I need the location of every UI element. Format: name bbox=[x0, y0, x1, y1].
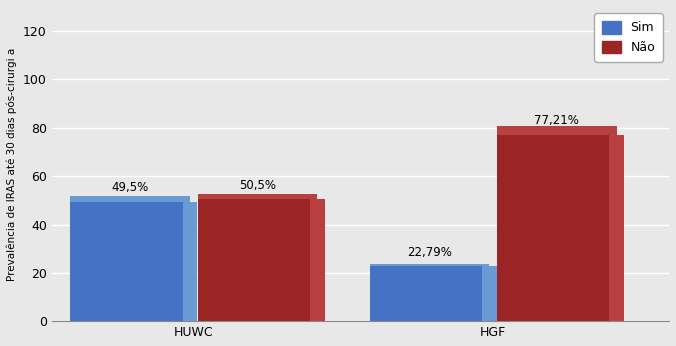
Bar bbox=[310, 199, 324, 321]
Bar bbox=[482, 266, 497, 321]
Legend: Sim, Não: Sim, Não bbox=[594, 13, 662, 62]
Text: 77,21%: 77,21% bbox=[535, 114, 579, 127]
Bar bbox=[497, 135, 617, 321]
Text: 50,5%: 50,5% bbox=[239, 179, 276, 192]
Bar bbox=[497, 126, 617, 135]
Y-axis label: Prevalência de IRAS até 30 dias pós-cirurgi a: Prevalência de IRAS até 30 dias pós-ciru… bbox=[7, 47, 18, 281]
Bar bbox=[370, 264, 489, 266]
Bar bbox=[183, 201, 197, 321]
Bar bbox=[610, 135, 624, 321]
Bar bbox=[70, 196, 190, 201]
Bar bbox=[197, 199, 317, 321]
Text: 49,5%: 49,5% bbox=[112, 181, 149, 194]
Text: 22,79%: 22,79% bbox=[407, 246, 452, 259]
Bar bbox=[197, 194, 317, 199]
Bar bbox=[70, 201, 190, 321]
Bar bbox=[370, 266, 489, 321]
